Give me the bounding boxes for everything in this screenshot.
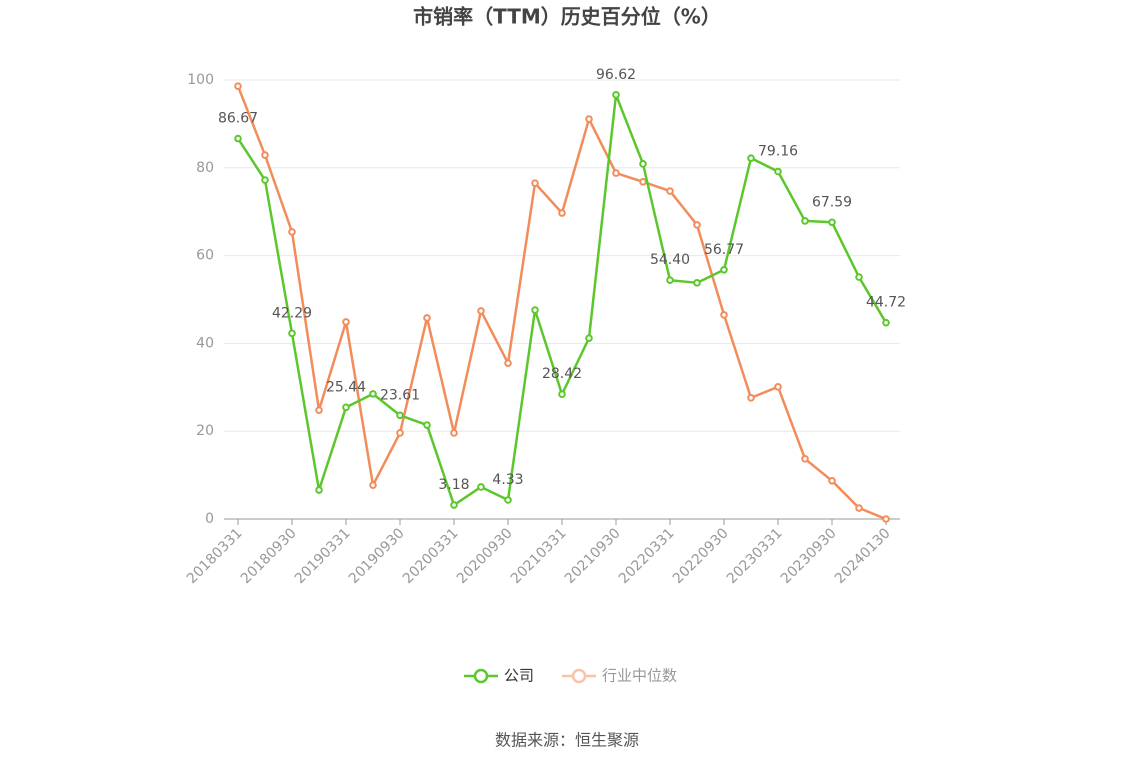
data-label: 56.77 (704, 242, 744, 258)
point (558, 390, 566, 399)
data-label: 28.42 (542, 366, 582, 382)
point (774, 383, 782, 391)
x-tick-label: 20240130 (832, 525, 894, 587)
point (585, 115, 593, 123)
point (801, 455, 809, 463)
x-tick-label: 20220930 (670, 525, 732, 587)
point (612, 91, 620, 99)
point (342, 403, 350, 412)
point (882, 318, 890, 327)
point (531, 179, 539, 187)
point (828, 218, 836, 227)
point (342, 318, 350, 326)
point (396, 411, 404, 420)
x-tick-label: 20210331 (508, 525, 570, 587)
point (855, 273, 863, 281)
source: 数据来源：恒生聚源 (495, 731, 639, 750)
point (747, 394, 755, 402)
data-label: 67.59 (812, 194, 852, 210)
point (234, 82, 242, 90)
point (666, 276, 674, 284)
point (423, 421, 431, 429)
x-tick-label: 20180331 (184, 525, 246, 587)
point (234, 134, 242, 143)
point (261, 151, 269, 159)
legend-marker (473, 668, 489, 684)
data-label: 96.62 (596, 67, 636, 83)
point (882, 515, 890, 523)
point (801, 217, 809, 225)
x-tick-label: 20220331 (616, 525, 678, 587)
y-tick-label: 0 (205, 511, 214, 527)
point (477, 483, 485, 491)
y-tick-label: 40 (196, 335, 214, 351)
point (261, 176, 269, 184)
legend-label: 公司 (504, 667, 534, 685)
point (774, 167, 782, 176)
x-tick-label: 20200930 (454, 525, 516, 587)
data-label: 23.61 (380, 387, 420, 403)
point (288, 329, 296, 338)
data-label: 44.72 (866, 295, 906, 311)
data-label: 25.44 (326, 379, 366, 395)
x-tick-label: 20180930 (238, 525, 300, 587)
point (666, 187, 674, 195)
x-tick-label: 20210930 (562, 525, 624, 587)
legend-marker (571, 668, 587, 684)
x-tick-label: 20200331 (400, 525, 462, 587)
point (747, 154, 755, 162)
point (531, 306, 539, 314)
data-label: 86.67 (218, 111, 258, 127)
y-tick-label: 20 (196, 423, 214, 439)
y-tick-label: 100 (187, 72, 214, 88)
point (288, 228, 296, 236)
point (477, 307, 485, 315)
point (504, 359, 512, 367)
point (450, 501, 458, 509)
point (693, 221, 701, 229)
point (315, 406, 323, 414)
x-tick-label: 20230331 (724, 525, 786, 587)
x-tick-label: 20190930 (346, 525, 408, 587)
point (585, 334, 593, 342)
legend-label: 行业中位数 (602, 667, 677, 685)
data-label: 3.18 (438, 477, 469, 493)
point (639, 178, 647, 186)
y-tick-label: 80 (196, 160, 214, 176)
point (396, 429, 404, 437)
data-label: 4.33 (492, 472, 523, 488)
point (612, 169, 620, 177)
chart-title: 市销率（TTM）历史百分位（%） (413, 5, 721, 29)
point (450, 429, 458, 437)
point (855, 504, 863, 512)
point (558, 209, 566, 217)
point (693, 279, 701, 287)
data-label: 42.29 (272, 305, 312, 321)
data-label: 54.40 (650, 252, 690, 268)
point (315, 486, 323, 494)
x-tick-label: 20230930 (778, 525, 840, 587)
point (720, 311, 728, 319)
point (369, 390, 377, 398)
y-tick-label: 60 (196, 248, 214, 264)
point (828, 477, 836, 485)
point (639, 160, 647, 168)
data-label: 79.16 (758, 143, 798, 159)
point (504, 496, 512, 504)
point (720, 265, 728, 274)
point (423, 314, 431, 322)
x-tick-label: 20190331 (292, 525, 354, 587)
point (369, 481, 377, 489)
